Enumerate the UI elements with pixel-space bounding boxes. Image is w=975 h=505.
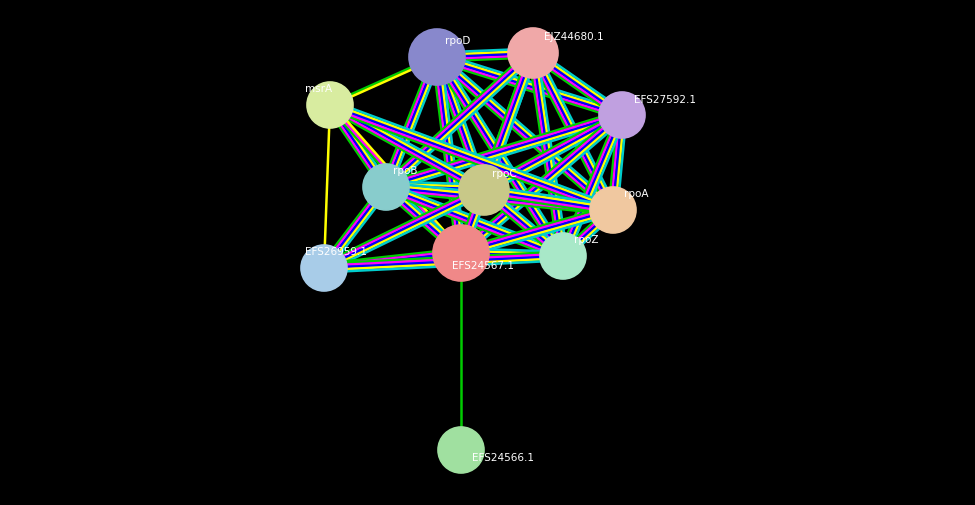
Text: EFS24567.1: EFS24567.1 <box>452 261 514 271</box>
Text: EFS26959.1: EFS26959.1 <box>305 246 367 257</box>
Circle shape <box>540 233 586 279</box>
Circle shape <box>409 30 465 86</box>
Text: EJZ44680.1: EJZ44680.1 <box>544 32 604 42</box>
Circle shape <box>599 93 645 139</box>
Circle shape <box>307 83 353 129</box>
Circle shape <box>590 188 636 233</box>
Text: rpoB: rpoB <box>393 166 417 176</box>
Circle shape <box>363 165 409 211</box>
Circle shape <box>459 166 509 216</box>
Text: EFS24566.1: EFS24566.1 <box>472 452 534 462</box>
Circle shape <box>508 29 558 79</box>
Text: rpoA: rpoA <box>624 189 648 198</box>
Text: EFS27592.1: EFS27592.1 <box>634 95 696 105</box>
Circle shape <box>433 226 489 281</box>
Text: rpoZ: rpoZ <box>574 234 599 244</box>
Text: msrA: msrA <box>305 84 332 94</box>
Text: rpoD: rpoD <box>445 36 470 46</box>
Text: rpoC: rpoC <box>492 169 517 179</box>
Circle shape <box>438 427 484 473</box>
Circle shape <box>301 245 347 291</box>
